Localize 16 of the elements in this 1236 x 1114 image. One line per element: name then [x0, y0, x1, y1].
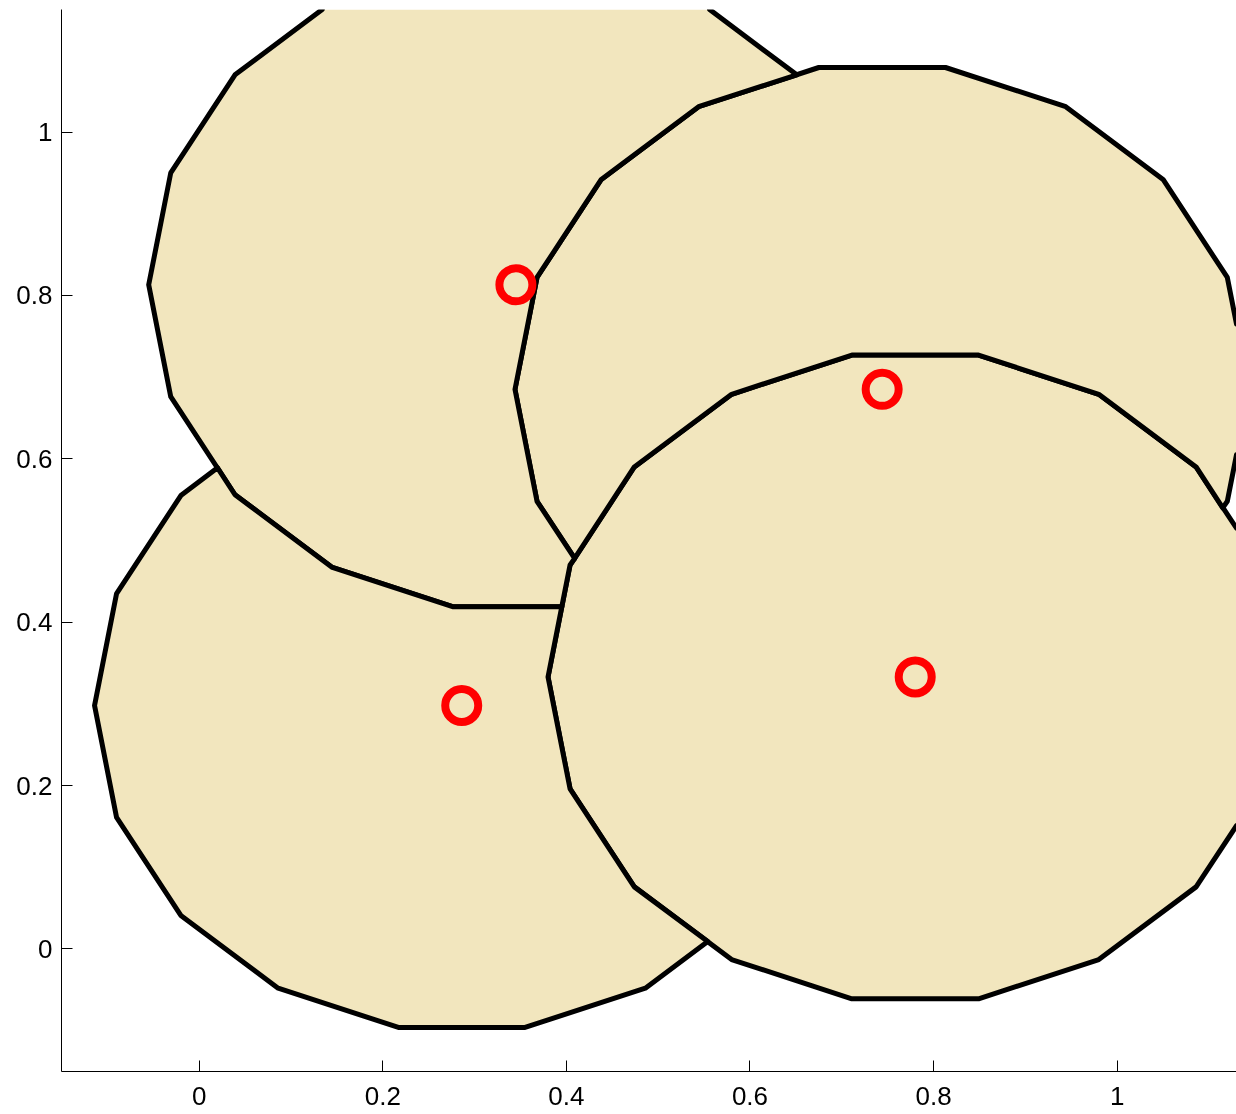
y-tick-label: 0 — [38, 933, 53, 964]
y-tick-label: 0.8 — [16, 280, 53, 311]
x-tick-label: 0.8 — [915, 1080, 952, 1111]
y-tick-label: 0.4 — [16, 607, 53, 638]
point — [495, 264, 537, 306]
x-tick-label: 0.6 — [731, 1080, 769, 1111]
point — [894, 656, 936, 698]
x-tick-label: 0.2 — [364, 1080, 401, 1111]
y-tick-label: 0.2 — [16, 770, 53, 801]
x-tick-label: 0.4 — [548, 1080, 585, 1111]
y-tick-label: 1 — [38, 117, 53, 148]
point — [861, 368, 903, 410]
point — [441, 685, 483, 726]
x-tick-label: 1 — [1109, 1080, 1125, 1111]
x-tick-label: 0 — [191, 1080, 207, 1111]
y-tick-label: 0.6 — [16, 443, 53, 474]
